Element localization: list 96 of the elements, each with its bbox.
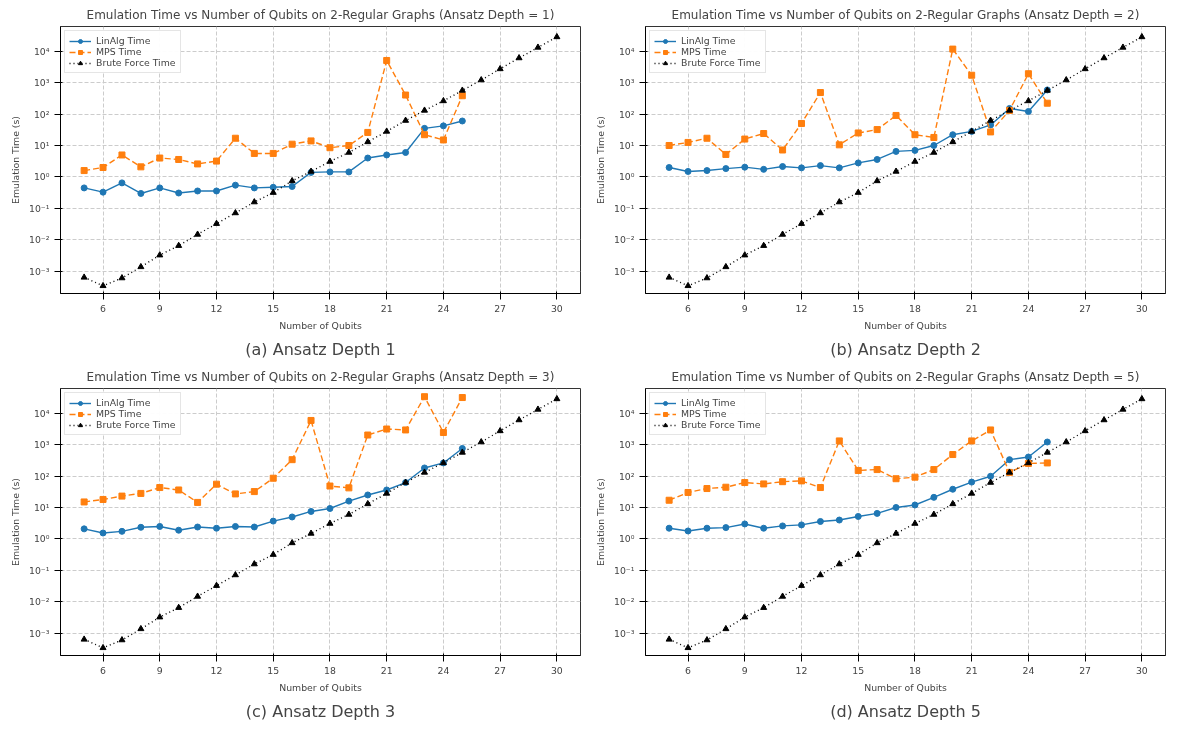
x-axis-title: Number of Qubits — [279, 319, 362, 331]
x-axis-title: Number of Qubits — [864, 319, 947, 331]
y-tick-label: 10¹ — [618, 502, 635, 513]
x-tick-label: 6 — [100, 664, 107, 676]
x-tick-label: 9 — [156, 664, 163, 676]
y-axis-title: Emulation Time (s) — [9, 478, 21, 566]
chart-title: Emulation Time vs Number of Qubits on 2-Regular Graphs (Ansatz Depth = 5) — [671, 369, 1140, 384]
y-tick-label: 10⁻³ — [613, 265, 635, 277]
legend-label: LinAlg Time — [681, 397, 736, 408]
y-tick-label: 10⁻¹ — [613, 202, 635, 214]
legend-label: Brute Force Time — [681, 57, 761, 68]
x-tick-label: 12 — [210, 664, 223, 676]
y-tick-label: 10² — [33, 470, 50, 482]
x-tick-label: 21 — [965, 664, 978, 676]
y-tick-label: 10³ — [618, 439, 635, 451]
y-tick-label: 10¹ — [618, 140, 635, 151]
legend-label: MPS Time — [96, 46, 142, 57]
y-tick-label: 10² — [618, 108, 635, 120]
y-tick-label: 10⁻² — [613, 234, 635, 246]
y-tick-label: 10¹ — [33, 140, 50, 151]
x-tick-label: 12 — [795, 302, 808, 314]
y-tick-label: 10⁰ — [33, 533, 50, 545]
y-tick-label: 10³ — [33, 77, 50, 89]
x-tick-label: 27 — [1079, 302, 1092, 314]
x-tick-label: 6 — [685, 302, 692, 314]
text: (c) Ansatz Depth 3 — [245, 701, 396, 721]
y-tick-label: 10³ — [618, 77, 635, 89]
x-tick-label: 15 — [852, 664, 865, 676]
x-tick-label: 27 — [494, 302, 507, 314]
x-tick-label: 9 — [741, 302, 748, 314]
x-tick-label: 12 — [795, 664, 808, 676]
x-tick-label: 6 — [685, 664, 692, 676]
y-tick-label: 10⁻³ — [28, 265, 50, 277]
x-axis-title: Number of Qubits — [279, 681, 362, 693]
legend-label: MPS Time — [96, 408, 142, 419]
chart-title: Emulation Time vs Number of Qubits on 2-Regular Graphs (Ansatz Depth = 2) — [671, 7, 1140, 22]
x-tick-label: 9 — [156, 302, 163, 314]
x-tick-label: 18 — [324, 302, 336, 314]
x-tick-label: 27 — [494, 664, 507, 676]
legend-label: LinAlg Time — [96, 35, 151, 46]
y-tick-label: 10² — [618, 470, 635, 482]
legend-label: LinAlg Time — [96, 397, 151, 408]
y-tick-label: 10⁻¹ — [28, 202, 50, 214]
x-tick-label: 30 — [550, 302, 563, 314]
x-tick-label: 21 — [965, 302, 978, 314]
x-tick-label: 30 — [550, 664, 563, 676]
legend-label: MPS Time — [681, 46, 727, 57]
x-tick-label: 30 — [1135, 664, 1148, 676]
x-tick-label: 15 — [267, 664, 280, 676]
y-tick-label: 10⁰ — [618, 533, 635, 545]
legend-label: Brute Force Time — [96, 57, 176, 68]
x-tick-label: 24 — [437, 664, 450, 676]
legend-label: Brute Force Time — [681, 419, 761, 430]
legend-label: MPS Time — [681, 408, 727, 419]
y-tick-label: 10⁻² — [28, 234, 50, 246]
x-tick-label: 12 — [210, 302, 223, 314]
y-tick-label: 10⁻³ — [613, 627, 635, 639]
x-tick-label: 27 — [1079, 664, 1092, 676]
legend-label: LinAlg Time — [681, 35, 736, 46]
y-tick-label: 10⁴ — [618, 407, 635, 419]
y-tick-label: 10³ — [33, 439, 50, 451]
y-tick-label: 10⁻³ — [28, 627, 50, 639]
x-tick-label: 15 — [852, 302, 865, 314]
x-tick-label: 9 — [741, 664, 748, 676]
y-axis-title: Emulation Time (s) — [9, 116, 21, 204]
x-tick-label: 21 — [380, 302, 393, 314]
x-tick-label: 6 — [100, 302, 107, 314]
x-tick-label: 21 — [380, 664, 393, 676]
x-tick-label: 18 — [909, 664, 921, 676]
y-tick-label: 10⁴ — [618, 45, 635, 57]
y-tick-label: 10¹ — [33, 502, 50, 513]
y-axis-title: Emulation Time (s) — [594, 478, 606, 566]
y-tick-label: 10⁰ — [618, 171, 635, 183]
x-tick-label: 15 — [267, 302, 280, 314]
legend-label: Brute Force Time — [96, 419, 176, 430]
chart-title: Emulation Time vs Number of Qubits on 2-Regular Graphs (Ansatz Depth = 1) — [86, 7, 555, 22]
chart-title: Emulation Time vs Number of Qubits on 2-Regular Graphs (Ansatz Depth = 3) — [86, 369, 555, 384]
y-tick-label: 10² — [33, 108, 50, 120]
y-tick-label: 10⁻² — [28, 596, 50, 608]
text: (b) Ansatz Depth 2 — [830, 339, 981, 359]
x-tick-label: 24 — [1022, 302, 1035, 314]
x-tick-label: 24 — [1022, 664, 1035, 676]
y-tick-label: 10⁻¹ — [613, 564, 635, 576]
y-tick-label: 10⁻² — [613, 596, 635, 608]
x-tick-label: 24 — [437, 302, 450, 314]
text: (d) Ansatz Depth 5 — [830, 701, 981, 721]
text: (a) Ansatz Depth 1 — [245, 339, 396, 359]
x-tick-label: 18 — [324, 664, 336, 676]
x-axis-title: Number of Qubits — [864, 681, 947, 693]
y-tick-label: 10⁴ — [33, 407, 50, 419]
y-tick-label: 10⁴ — [33, 45, 50, 57]
y-axis-title: Emulation Time (s) — [594, 116, 606, 204]
y-tick-label: 10⁰ — [33, 171, 50, 183]
x-tick-label: 30 — [1135, 302, 1148, 314]
x-tick-label: 18 — [909, 302, 921, 314]
y-tick-label: 10⁻¹ — [28, 564, 50, 576]
